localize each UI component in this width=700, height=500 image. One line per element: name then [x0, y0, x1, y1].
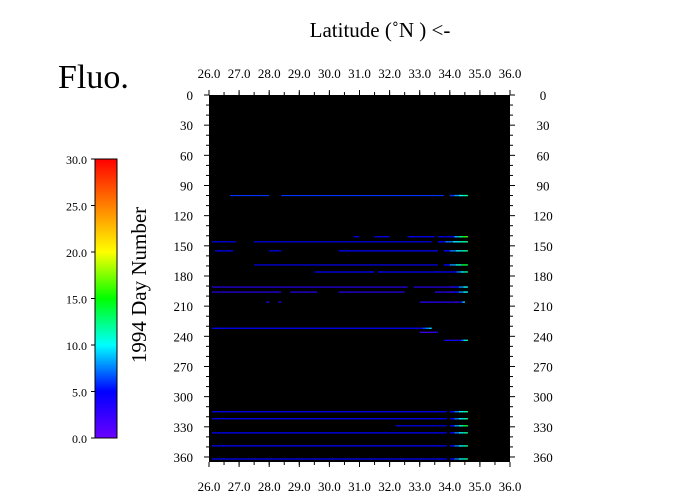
y-tick-label-left: 210 — [174, 299, 194, 314]
y-tick-label-right: 210 — [533, 299, 553, 314]
x-tick-label-bottom: 33.0 — [408, 479, 431, 494]
y-tick-label-left: 300 — [174, 390, 194, 405]
y-tick-label-left: 60 — [180, 148, 193, 163]
y-tick-label-right: 180 — [533, 269, 553, 284]
x-ticks-top: 26.0 27.0 28.0 29.0 30.0 31.0 32.0 33.0 34.0 35.0… — [198, 66, 522, 95]
y-tick-label-left: 120 — [174, 209, 194, 224]
data-layer — [212, 194, 468, 460]
y-ticks-left: 0 30 60 90 120 150 180 210 240 270 300 330 360 — [174, 88, 209, 465]
y-tick-label-left: 180 — [174, 269, 194, 284]
y-tick-label-right: 60 — [537, 148, 550, 163]
x-tick-label-top: 31.0 — [348, 66, 371, 81]
x-tick-label-top: 29.0 — [288, 66, 311, 81]
y-tick-label-left: 90 — [180, 178, 193, 193]
y-tick-label-right: 30 — [537, 118, 550, 133]
y-tick-label-left: 240 — [174, 329, 194, 344]
colorbar-ticks: 0.0 5.0 10.0 15.0 20.0 25.0 30.0 — [66, 153, 95, 446]
x-tick-label-bottom: 34.0 — [438, 479, 461, 494]
colorbar-label: 1994 Day Number — [127, 207, 151, 363]
y-tick-label-right: 240 — [533, 329, 553, 344]
x-tick-label-bottom: 31.0 — [348, 479, 371, 494]
colorbar-tick-label: 20.0 — [66, 246, 87, 260]
colorbar — [94, 158, 118, 439]
y-tick-label-left: 330 — [174, 420, 194, 435]
x-tick-label-bottom: 28.0 — [258, 479, 281, 494]
y-tick-label-right: 0 — [540, 88, 547, 103]
y-tick-label-right: 360 — [533, 450, 553, 465]
x-tick-label-bottom: 35.0 — [469, 479, 492, 494]
x-tick-label-top: 34.0 — [438, 66, 461, 81]
y-tick-label-left: 360 — [174, 450, 194, 465]
colorbar-tick-label: 0.0 — [72, 432, 87, 446]
colorbar-tick-label: 30.0 — [66, 153, 87, 167]
x-tick-label-bottom: 27.0 — [228, 479, 251, 494]
x-tick-label-top: 33.0 — [408, 66, 431, 81]
y-tick-label-left: 30 — [180, 118, 193, 133]
x-axis-label: Latitude (˚N ) <- — [310, 18, 451, 42]
x-tick-label-bottom: 30.0 — [318, 479, 341, 494]
y-tick-label-right: 270 — [533, 359, 553, 374]
y-tick-label-right: 300 — [533, 390, 553, 405]
colorbar-tick-label: 10.0 — [66, 339, 87, 353]
x-tick-label-top: 27.0 — [228, 66, 251, 81]
y-tick-label-left: 150 — [174, 239, 194, 254]
y-ticks-right: 0 30 60 90 120 150 180 210 240 270 300 330 360 — [510, 88, 553, 465]
x-tick-label-bottom: 29.0 — [288, 479, 311, 494]
y-tick-label-left: 270 — [174, 359, 194, 374]
y-tick-label-right: 90 — [537, 178, 550, 193]
x-tick-label-bottom: 36.0 — [499, 479, 522, 494]
colorbar-tick-label: 15.0 — [66, 293, 87, 307]
y-tick-label-right: 120 — [533, 209, 553, 224]
x-tick-label-top: 28.0 — [258, 66, 281, 81]
colorbar-tick-label: 25.0 — [66, 200, 87, 214]
y-tick-label-left: 0 — [187, 88, 194, 103]
x-tick-label-bottom: 32.0 — [378, 479, 401, 494]
y-tick-label-right: 150 — [533, 239, 553, 254]
x-tick-label-bottom: 26.0 — [198, 479, 221, 494]
x-tick-label-top: 35.0 — [469, 66, 492, 81]
plot-area — [209, 95, 510, 462]
x-tick-label-top: 30.0 — [318, 66, 341, 81]
chart-title: Fluo. — [58, 59, 129, 96]
x-tick-label-top: 32.0 — [378, 66, 401, 81]
x-tick-label-top: 36.0 — [499, 66, 522, 81]
x-tick-label-top: 26.0 — [198, 66, 221, 81]
y-tick-label-right: 330 — [533, 420, 553, 435]
x-ticks-bottom: 26.0 27.0 28.0 29.0 30.0 31.0 32.0 33.0 34.0 35.0… — [198, 462, 522, 494]
colorbar-tick-label: 5.0 — [72, 386, 87, 400]
